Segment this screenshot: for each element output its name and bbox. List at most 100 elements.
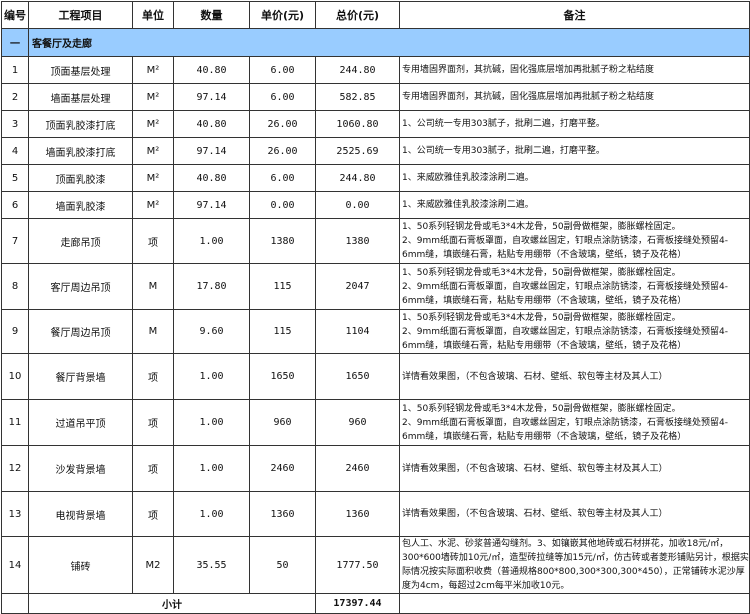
row-price: 115 — [249, 309, 316, 354]
row-price: 6.00 — [249, 56, 316, 84]
section-no: 一 — [1, 28, 29, 57]
row-qty: 97.14 — [173, 137, 250, 165]
row-unit: M² — [132, 137, 174, 165]
row-note: 1、50系列轻钢龙骨或毛3*4木龙骨，50副骨做框架，膨胀螺栓固定。 2、9mm… — [399, 218, 750, 264]
row-total: 1360 — [315, 491, 400, 537]
row-no: 13 — [1, 491, 29, 537]
row-price: 1650 — [249, 353, 316, 400]
table-row: 9 餐厅周边吊顶 M 9.60 115 1104 1、50系列轻钢龙骨或毛3*4木龙骨，50… — [1, 309, 750, 354]
row-total: 2525.69 — [315, 137, 400, 165]
row-price: 6.00 — [249, 83, 316, 111]
row-price: 115 — [249, 263, 316, 310]
row-no: 6 — [1, 191, 29, 219]
row-no: 7 — [1, 218, 29, 264]
row-price: 50 — [249, 536, 316, 594]
row-item: 顶面乳胶漆打底 — [28, 110, 133, 138]
row-total: 2047 — [315, 263, 400, 310]
row-item: 墙面基层处理 — [28, 83, 133, 111]
subtotal-row: 小计 17397.44 — [1, 593, 750, 614]
row-note: 专用墙固界面剂，其抗碱，固化强底层增加再批腻子粉之粘结度 — [399, 56, 750, 84]
row-item: 过道吊平顶 — [28, 399, 133, 446]
row-unit: 项 — [132, 445, 174, 492]
row-unit: M — [132, 309, 174, 354]
row-note: 1、50系列轻钢龙骨或毛3*4木龙骨，50副骨做框架，膨胀螺栓固定。 2、9mm… — [399, 309, 750, 354]
row-note: 1、来威欧雅佳乳胶漆涂刷二遍。 — [399, 191, 750, 219]
row-no: 14 — [1, 536, 29, 594]
col-qty: 数量 — [173, 1, 250, 29]
row-no: 10 — [1, 353, 29, 400]
row-note: 包人工、水泥、砂浆普通勾缝剂。3、如镶嵌其他地砖或石材拼花，加收18元/㎡，30… — [399, 536, 750, 594]
col-unit: 单位 — [132, 1, 174, 29]
row-no: 2 — [1, 83, 29, 111]
row-qty: 9.60 — [173, 309, 250, 354]
row-qty: 40.80 — [173, 164, 250, 192]
table-row: 1 顶面基层处理 M² 40.80 6.00 244.80 专用墙固界面剂，其抗碱，固化强底… — [1, 56, 750, 84]
row-no: 4 — [1, 137, 29, 165]
col-total: 总价(元) — [315, 1, 400, 29]
row-qty: 17.80 — [173, 263, 250, 310]
col-no: 编号 — [1, 1, 29, 29]
subtotal-blank — [1, 593, 29, 614]
row-unit: M² — [132, 191, 174, 219]
row-total: 960 — [315, 399, 400, 446]
row-price: 26.00 — [249, 137, 316, 165]
section-row: 一 客餐厅及走廊 — [1, 28, 750, 57]
row-qty: 1.00 — [173, 399, 250, 446]
row-note: 1、50系列轻钢龙骨或毛3*4木龙骨，50副骨做框架，膨胀螺栓固定。 2、9mm… — [399, 263, 750, 310]
header-row: 编号 工程项目 单位 数量 单价(元) 总价(元) 备注 — [1, 1, 750, 29]
row-total: 1104 — [315, 309, 400, 354]
row-total: 582.85 — [315, 83, 400, 111]
table-row: 10 餐厅背景墙项 1.00 1650 1650 详情看效果图，（不包含玻璃、石材、壁纸、… — [1, 353, 750, 400]
table-row: 6 墙面乳胶漆 M² 97.14 0.00 0.00 1、来威欧雅佳乳胶漆涂刷二遍。 — [1, 191, 750, 219]
row-unit: M² — [132, 110, 174, 138]
table-row: 11 过道吊平顶项 1.00 960 960 1、50系列轻钢龙骨或毛3*4木龙骨，50副… — [1, 399, 750, 446]
row-total: 244.80 — [315, 164, 400, 192]
table-row: 5 顶面乳胶漆 M² 40.80 6.00 244.80 1、来威欧雅佳乳胶漆涂刷二遍。 — [1, 164, 750, 192]
row-price: 0.00 — [249, 191, 316, 219]
row-unit: 项 — [132, 399, 174, 446]
row-qty: 35.55 — [173, 536, 250, 594]
row-note: 专用墙固界面剂，其抗碱，固化强底层增加再批腻子粉之粘结度 — [399, 83, 750, 111]
row-no: 1 — [1, 56, 29, 84]
row-qty: 97.14 — [173, 83, 250, 111]
row-no: 9 — [1, 309, 29, 354]
row-price: 960 — [249, 399, 316, 446]
row-total: 244.80 — [315, 56, 400, 84]
row-no: 8 — [1, 263, 29, 310]
table-row: 4 墙面乳胶漆打底 M² 97.14 26.00 2525.69 1、公司统一专用303腻子… — [1, 137, 750, 165]
col-price: 单价(元) — [249, 1, 316, 29]
subtotal-label: 小计 — [28, 593, 316, 614]
table-row: 12 沙发背景墙项 1.00 2460 2460 详情看效果图，（不包含玻璃、石材、壁纸、… — [1, 445, 750, 492]
row-note: 1、50系列轻钢龙骨或毛3*4木龙骨，50副骨做框架，膨胀螺栓固定。 2、9mm… — [399, 399, 750, 446]
row-price: 1360 — [249, 491, 316, 537]
table-row: 14 铺砖 M2 35.55 50 1777.50 包人工、水泥、砂浆普通勾缝剂。3、如镶嵌… — [1, 536, 750, 594]
row-total: 1777.50 — [315, 536, 400, 594]
row-item: 走廊吊顶 — [28, 218, 133, 264]
row-qty: 1.00 — [173, 491, 250, 537]
row-qty: 1.00 — [173, 218, 250, 264]
row-no: 11 — [1, 399, 29, 446]
row-note: 1、来威欧雅佳乳胶漆涂刷二遍。 — [399, 164, 750, 192]
row-note: 1、公司统一专用303腻子，批刷二遍，打磨平整。 — [399, 137, 750, 165]
row-price: 1380 — [249, 218, 316, 264]
row-item: 墙面乳胶漆 — [28, 191, 133, 219]
row-item: 餐厅周边吊顶 — [28, 309, 133, 354]
row-qty: 1.00 — [173, 353, 250, 400]
subtotal-note — [399, 593, 750, 614]
table-row: 13 电视背景墙项 1.00 1360 1360 详情看效果图，（不包含玻璃、石材、壁纸、… — [1, 491, 750, 537]
row-item: 客厅周边吊顶 — [28, 263, 133, 310]
row-total: 2460 — [315, 445, 400, 492]
row-item: 电视背景墙 — [28, 491, 133, 537]
row-item: 餐厅背景墙 — [28, 353, 133, 400]
section-title: 客餐厅及走廊 — [28, 28, 750, 57]
row-unit: M — [132, 263, 174, 310]
table-row: 2 墙面基层处理 M² 97.14 6.00 582.85 专用墙固界面剂，其抗碱，固化强底… — [1, 83, 750, 111]
row-qty: 40.80 — [173, 110, 250, 138]
row-item: 铺砖 — [28, 536, 133, 594]
col-note: 备注 — [399, 1, 750, 29]
row-unit: M² — [132, 164, 174, 192]
row-item: 墙面乳胶漆打底 — [28, 137, 133, 165]
row-total: 1060.80 — [315, 110, 400, 138]
row-qty: 97.14 — [173, 191, 250, 219]
